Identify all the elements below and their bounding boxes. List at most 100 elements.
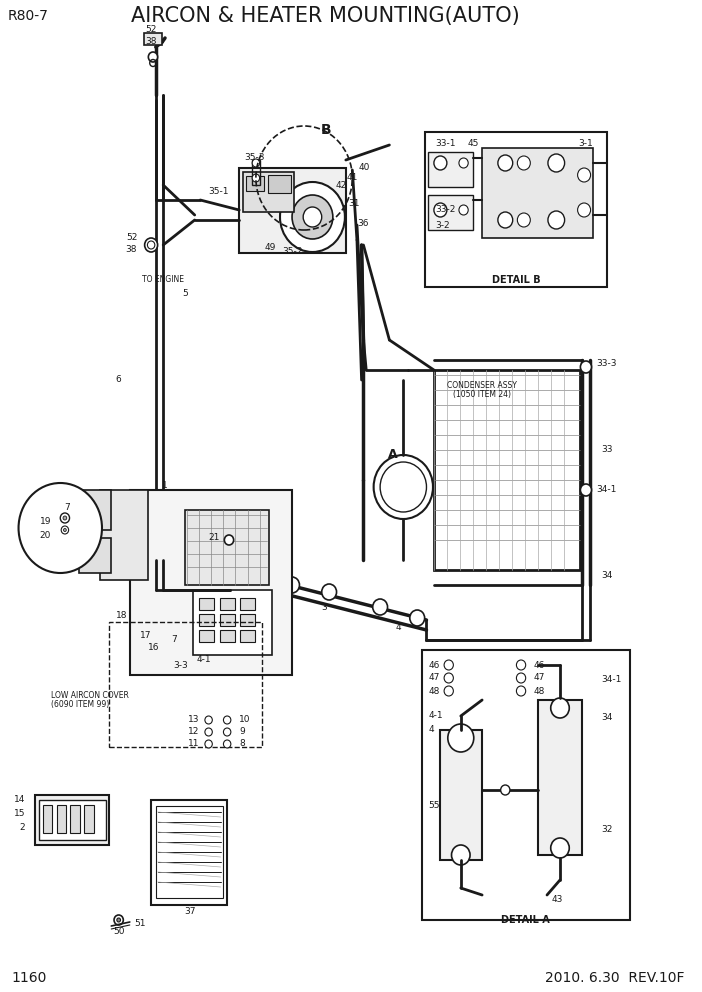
Circle shape xyxy=(517,156,530,170)
Circle shape xyxy=(252,174,260,182)
Text: 16: 16 xyxy=(148,644,159,653)
Bar xyxy=(220,630,234,642)
Text: 33: 33 xyxy=(601,445,612,454)
Text: 4-1: 4-1 xyxy=(428,710,443,719)
Circle shape xyxy=(459,158,468,168)
Circle shape xyxy=(148,52,158,62)
Circle shape xyxy=(252,159,260,167)
Bar xyxy=(35,795,110,845)
Text: 4: 4 xyxy=(428,725,434,734)
Circle shape xyxy=(551,698,569,718)
Text: 48: 48 xyxy=(533,686,545,695)
Text: TO ENGINE: TO ENGINE xyxy=(143,276,184,285)
Text: 46: 46 xyxy=(533,661,545,670)
Circle shape xyxy=(61,526,69,534)
Text: 11: 11 xyxy=(188,739,199,749)
Circle shape xyxy=(434,156,447,170)
Bar xyxy=(240,598,255,610)
Circle shape xyxy=(303,207,322,227)
Bar xyxy=(240,614,255,626)
Bar xyxy=(482,148,593,238)
Circle shape xyxy=(18,483,102,573)
Text: 10: 10 xyxy=(239,715,251,724)
Circle shape xyxy=(280,182,345,252)
Bar xyxy=(144,33,162,45)
Bar xyxy=(57,805,66,833)
Bar xyxy=(428,152,473,187)
Text: 49: 49 xyxy=(265,243,277,253)
Bar xyxy=(156,806,223,898)
Bar xyxy=(199,614,214,626)
Text: A: A xyxy=(388,448,398,461)
Text: DETAIL A: DETAIL A xyxy=(501,915,550,925)
Bar xyxy=(130,490,292,675)
Bar xyxy=(538,700,582,855)
Circle shape xyxy=(434,203,447,217)
Circle shape xyxy=(205,716,212,724)
Bar xyxy=(246,176,264,191)
Circle shape xyxy=(581,361,592,373)
Circle shape xyxy=(578,168,590,182)
Circle shape xyxy=(444,673,453,683)
Text: 4: 4 xyxy=(396,624,402,633)
Text: 34-1: 34-1 xyxy=(601,676,621,684)
Text: CONDENSER ASSY: CONDENSER ASSY xyxy=(447,381,517,390)
Circle shape xyxy=(373,455,433,519)
Text: 36: 36 xyxy=(358,219,369,228)
Text: 52: 52 xyxy=(145,26,157,35)
Bar xyxy=(422,650,630,920)
Text: AIRCON & HEATER MOUNTING(AUTO): AIRCON & HEATER MOUNTING(AUTO) xyxy=(131,6,519,26)
Text: 38: 38 xyxy=(145,38,157,47)
Text: 4-1: 4-1 xyxy=(197,656,211,665)
Circle shape xyxy=(223,740,231,748)
Circle shape xyxy=(117,918,121,922)
Text: 2010. 6.30  REV.10F: 2010. 6.30 REV.10F xyxy=(545,971,684,985)
Text: 32: 32 xyxy=(601,825,612,834)
Bar xyxy=(199,630,214,642)
Circle shape xyxy=(63,516,67,520)
Bar xyxy=(151,800,227,905)
Text: LOW AIRCON COVER: LOW AIRCON COVER xyxy=(51,690,129,699)
Text: 47: 47 xyxy=(533,674,545,682)
Text: 33-2: 33-2 xyxy=(436,205,456,214)
Text: 40: 40 xyxy=(359,163,370,172)
Circle shape xyxy=(225,535,234,545)
Bar xyxy=(199,598,214,610)
Circle shape xyxy=(517,686,526,696)
Text: 38: 38 xyxy=(126,245,137,255)
Text: 34: 34 xyxy=(601,570,612,579)
Text: 1: 1 xyxy=(162,480,168,489)
Circle shape xyxy=(322,584,336,600)
Circle shape xyxy=(517,660,526,670)
Text: (1050 ITEM 24): (1050 ITEM 24) xyxy=(453,391,511,400)
Text: 8: 8 xyxy=(239,739,245,749)
Circle shape xyxy=(498,212,512,228)
Text: 13: 13 xyxy=(188,715,199,724)
Text: 9: 9 xyxy=(239,727,245,736)
Circle shape xyxy=(578,203,590,217)
Text: 46: 46 xyxy=(428,661,439,670)
Text: 3-1: 3-1 xyxy=(578,140,593,149)
Text: 5: 5 xyxy=(183,289,188,298)
Text: 3-3: 3-3 xyxy=(173,661,188,670)
Text: 19: 19 xyxy=(39,518,51,527)
Text: 14: 14 xyxy=(13,796,25,805)
Circle shape xyxy=(114,915,124,925)
Bar xyxy=(434,370,581,570)
Bar xyxy=(79,490,111,530)
Bar xyxy=(268,175,291,193)
Bar xyxy=(243,172,294,212)
Circle shape xyxy=(551,838,569,858)
Circle shape xyxy=(205,728,212,736)
Text: 35-2: 35-2 xyxy=(282,247,303,257)
Text: B: B xyxy=(321,123,331,137)
Bar xyxy=(240,630,255,642)
Circle shape xyxy=(373,599,388,615)
Text: 17: 17 xyxy=(140,631,151,640)
Circle shape xyxy=(581,484,592,496)
Circle shape xyxy=(517,673,526,683)
Text: 1160: 1160 xyxy=(11,971,46,985)
Bar xyxy=(84,805,93,833)
Circle shape xyxy=(448,724,474,752)
Text: 12: 12 xyxy=(188,727,199,736)
